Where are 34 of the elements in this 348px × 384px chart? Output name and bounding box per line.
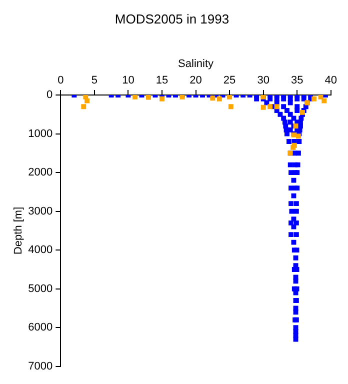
y-tick-label: 3000 — [28, 205, 53, 218]
x-tick-label: 10 — [122, 74, 134, 86]
point — [210, 96, 216, 101]
y-axis-title: Depth [m] — [12, 206, 25, 255]
y-tick-label: 6000 — [28, 322, 53, 334]
point — [216, 96, 222, 102]
point — [132, 95, 138, 100]
point — [228, 104, 234, 110]
x-tick-label: 35 — [290, 74, 304, 86]
x-tick-label: 15 — [156, 74, 168, 86]
x-tick-label: 30 — [257, 74, 270, 86]
x-tick-label: 25 — [223, 74, 236, 86]
y-tick-label: 4000 — [28, 244, 53, 256]
y-tick-label: 7000 — [28, 360, 53, 372]
y-tick-label: 2000 — [28, 166, 53, 179]
point — [81, 104, 86, 110]
point — [296, 134, 301, 139]
x-tick-label: 20 — [190, 74, 202, 86]
y-tick-label: 5000 — [28, 282, 53, 295]
point — [322, 98, 327, 104]
x-axis-title: Salinity — [178, 58, 214, 70]
y-tick-label: 0 — [46, 89, 53, 102]
point — [84, 98, 90, 104]
x-tick-label: 40 — [324, 74, 338, 86]
chart-title: MODS2005 in 1993 — [114, 11, 230, 26]
point — [146, 95, 151, 100]
point — [274, 104, 280, 110]
point — [268, 104, 273, 110]
point — [260, 104, 266, 110]
x-tick-label: 5 — [91, 74, 98, 86]
point — [160, 96, 164, 102]
y-tick-label: 1000 — [28, 128, 53, 140]
point — [312, 96, 316, 102]
x-tick-label: 0 — [58, 74, 64, 86]
